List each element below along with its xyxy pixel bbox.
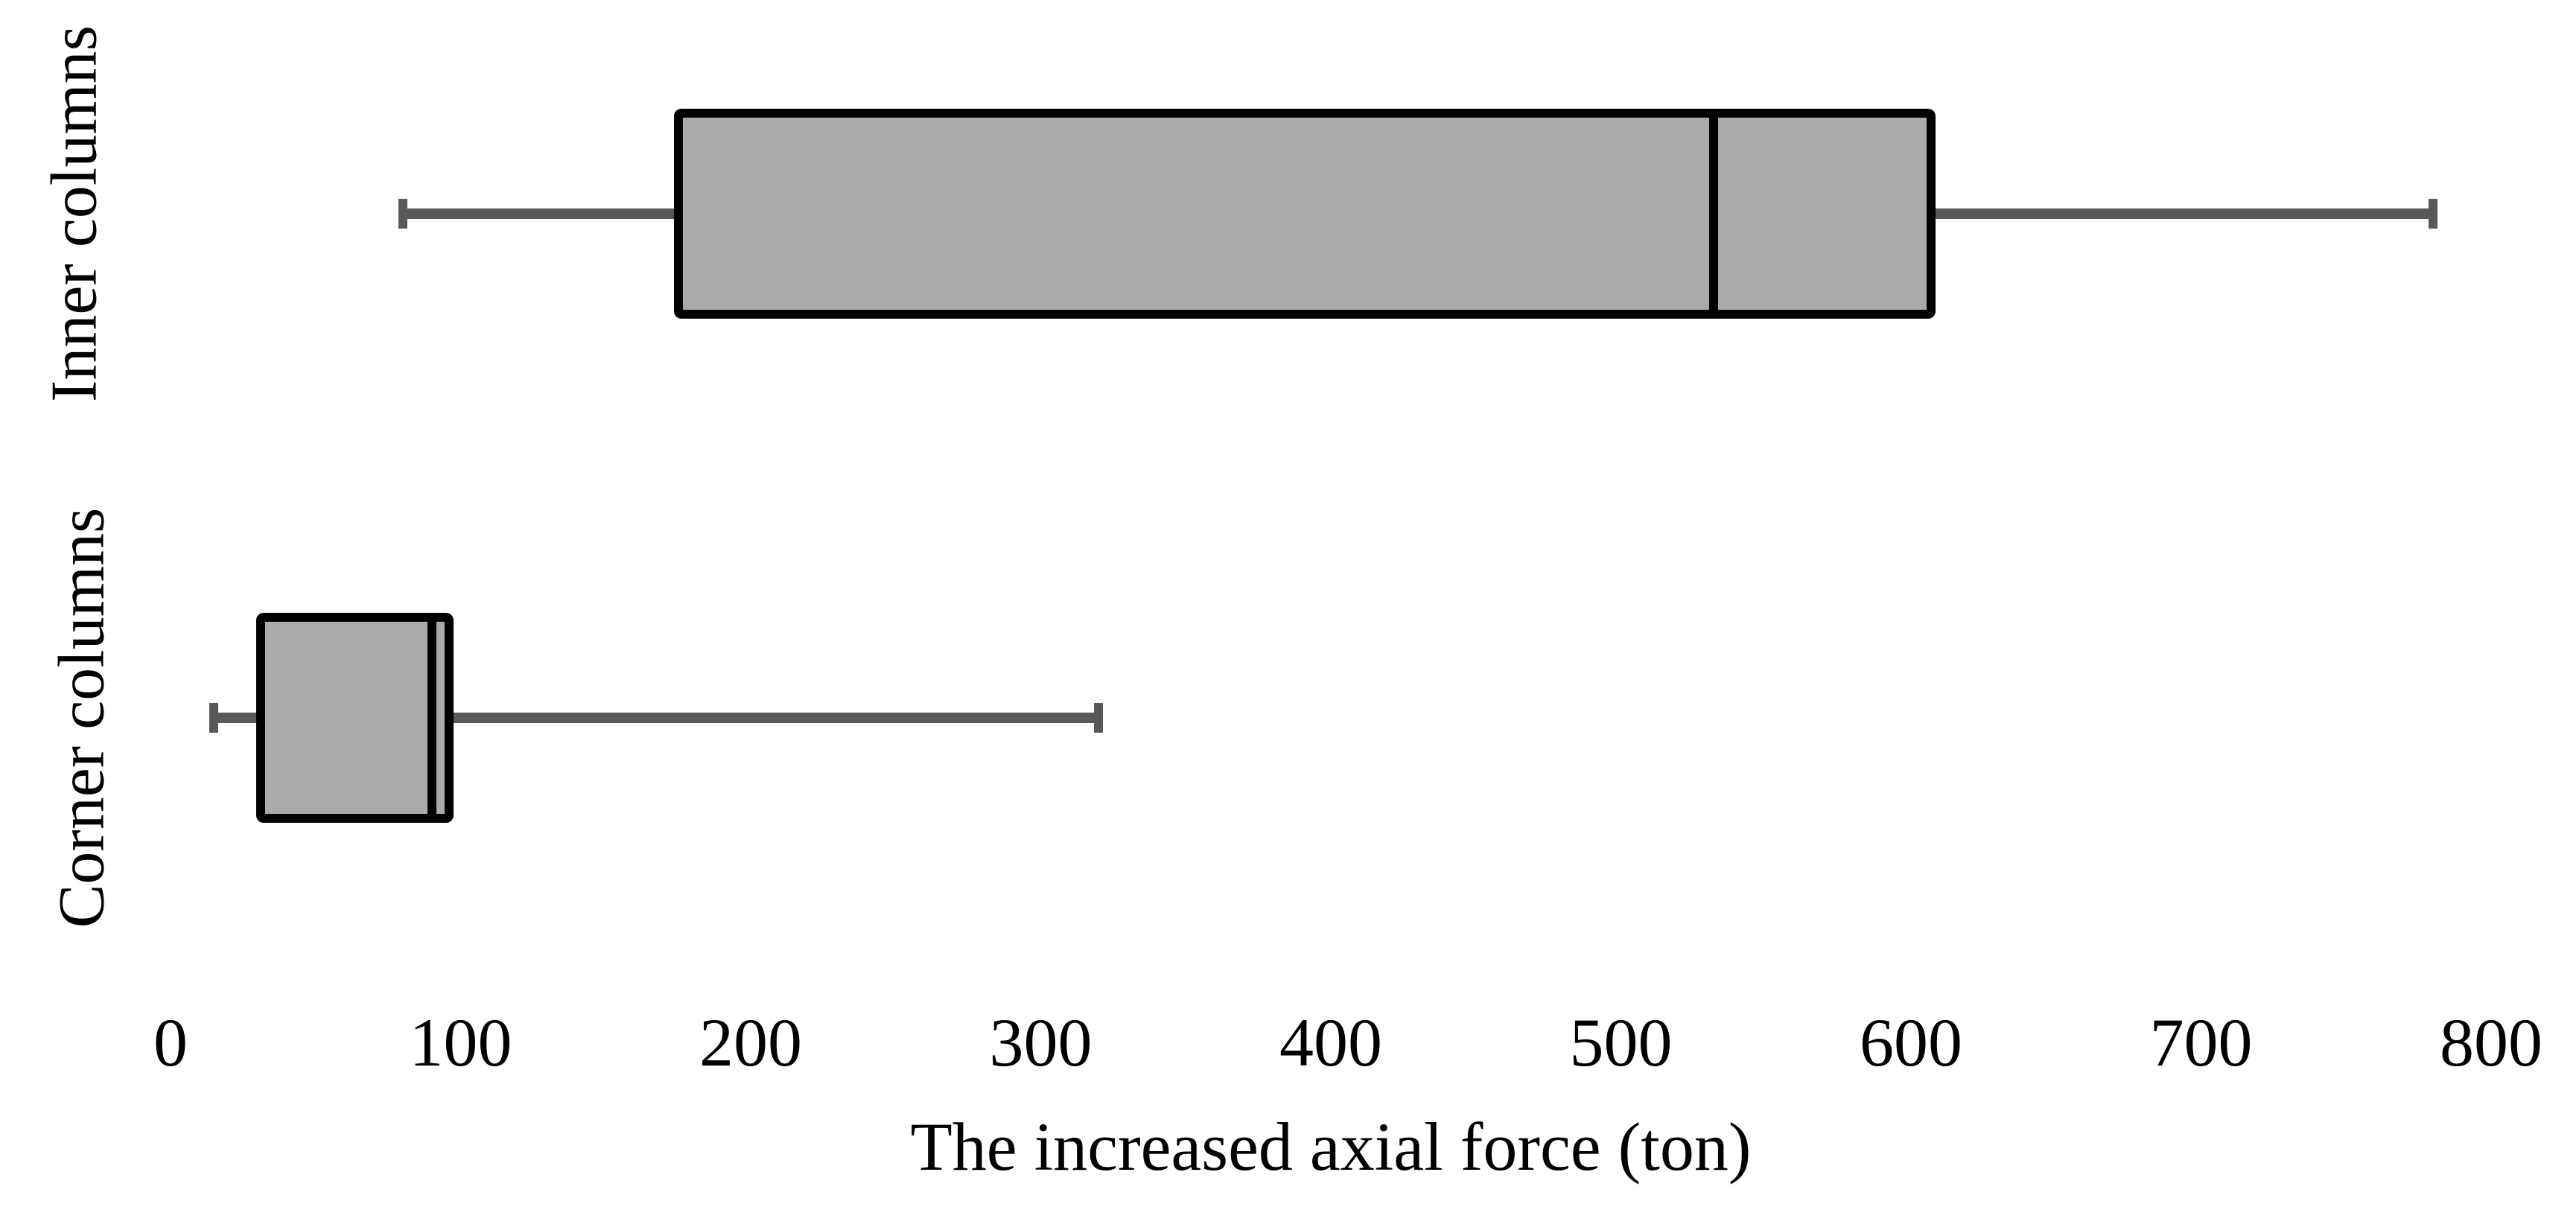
category-label-inner-columns: Inner columns bbox=[38, 25, 111, 402]
whisker-line-left bbox=[214, 713, 261, 723]
whisker-cap-min bbox=[209, 703, 219, 733]
median-line bbox=[427, 622, 436, 814]
whisker-line-right bbox=[448, 713, 1099, 723]
x-tick-label: 100 bbox=[409, 1004, 512, 1080]
x-tick-label: 600 bbox=[1860, 1004, 1962, 1080]
x-tick-label: 500 bbox=[1569, 1004, 1673, 1080]
whisker-line-left bbox=[402, 208, 678, 219]
x-tick-label: 800 bbox=[2440, 1004, 2542, 1080]
whisker-cap-max bbox=[2429, 199, 2438, 229]
box bbox=[255, 613, 454, 823]
whisker-cap-min bbox=[398, 199, 407, 229]
category-label-corner-columns: Corner columns bbox=[45, 507, 118, 929]
x-tick-label: 400 bbox=[1279, 1004, 1382, 1080]
x-axis-title: The increased axial force (ton) bbox=[910, 1109, 1752, 1185]
x-tick-label: 300 bbox=[989, 1004, 1093, 1080]
box bbox=[673, 109, 1936, 319]
median-line bbox=[1709, 118, 1719, 310]
x-tick-label: 200 bbox=[699, 1004, 802, 1080]
whisker-cap-max bbox=[1094, 703, 1104, 733]
x-tick-label: 0 bbox=[153, 1004, 188, 1080]
whisker-line-right bbox=[1931, 208, 2434, 219]
x-tick-label: 700 bbox=[2149, 1004, 2253, 1080]
